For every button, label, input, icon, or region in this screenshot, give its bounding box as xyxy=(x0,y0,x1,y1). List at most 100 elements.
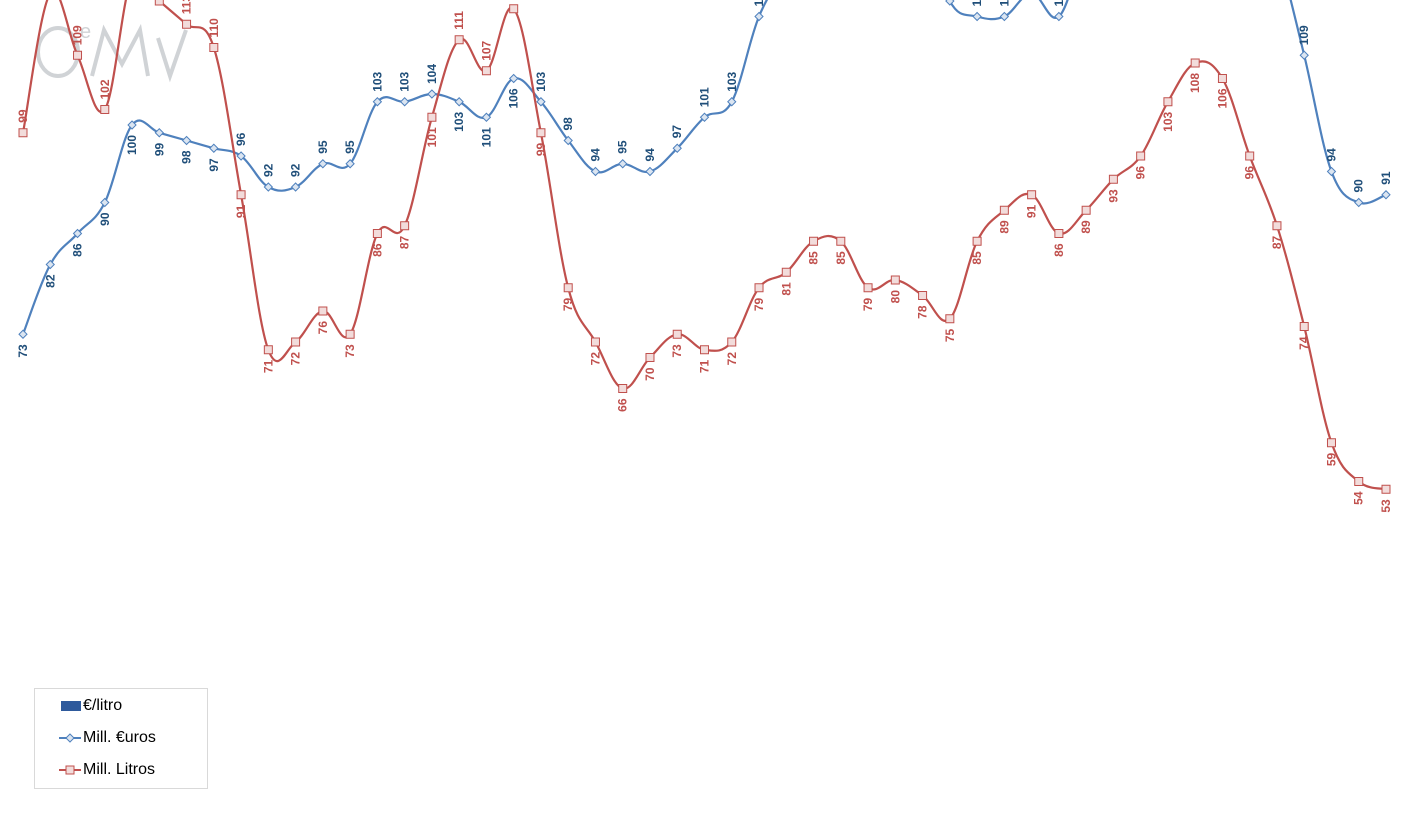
data-point xyxy=(890,275,900,285)
data-point xyxy=(863,283,873,293)
data-point xyxy=(1081,205,1091,215)
data-label: 103 xyxy=(1161,111,1175,131)
data-point xyxy=(509,4,519,14)
data-point xyxy=(1272,221,1282,231)
data-point xyxy=(1217,74,1227,83)
data-point xyxy=(972,11,982,22)
data-point xyxy=(73,50,83,60)
data-label: 94 xyxy=(589,148,603,162)
data-label: 89 xyxy=(1079,220,1093,234)
data-point xyxy=(1245,151,1255,161)
data-label: 97 xyxy=(207,158,221,172)
data-label: 71 xyxy=(698,359,712,373)
data-point xyxy=(508,73,519,84)
data-label: 98 xyxy=(561,117,575,131)
series-line-1 xyxy=(21,0,1387,335)
data-point xyxy=(1326,438,1336,448)
data-point xyxy=(672,329,682,339)
legend-label: Mill. Litros xyxy=(83,761,156,778)
data-label: 85 xyxy=(807,251,821,265)
data-point xyxy=(918,291,928,300)
data-point xyxy=(754,11,764,22)
data-point xyxy=(154,128,165,138)
data-point xyxy=(1027,190,1037,200)
data-label: 76 xyxy=(316,321,330,335)
data-point xyxy=(1299,50,1309,60)
data-label: 103 xyxy=(398,71,412,91)
data-label: 75 xyxy=(943,328,957,342)
data-point xyxy=(399,97,410,107)
data-point xyxy=(781,267,791,277)
data-label: 79 xyxy=(561,297,575,311)
data-label: 109 xyxy=(1297,25,1311,45)
data-point xyxy=(1381,484,1391,494)
data-label: 73 xyxy=(16,344,30,358)
data-label: 110 xyxy=(207,18,221,38)
data-label: 94 xyxy=(643,148,657,162)
data-label: 109 xyxy=(71,25,85,45)
data-label: 79 xyxy=(752,297,766,311)
legend-label: Mill. €uros xyxy=(83,729,156,746)
data-point xyxy=(645,353,655,362)
data-point xyxy=(700,345,709,355)
data-point xyxy=(454,97,464,107)
data-label: 72 xyxy=(589,352,603,366)
data-label: 96 xyxy=(1134,166,1148,180)
data-label: 82 xyxy=(43,274,57,288)
data-point xyxy=(290,182,301,192)
data-label: 95 xyxy=(616,140,630,154)
data-label: 106 xyxy=(507,88,521,108)
data-label: 92 xyxy=(289,163,303,177)
data-label: 72 xyxy=(725,352,739,366)
data-label: 71 xyxy=(261,359,275,373)
data-point xyxy=(945,0,955,6)
data-label: 106 xyxy=(1215,88,1229,108)
legend: €/litro Mill. €uros Mill. Litros xyxy=(34,688,208,789)
data-point xyxy=(1054,11,1064,22)
legend-item-mill-litros: Mill. Litros xyxy=(59,759,155,781)
data-label: 103 xyxy=(725,71,739,91)
data-label: 101 xyxy=(425,127,439,147)
data-label: 103 xyxy=(534,71,548,91)
data-point xyxy=(291,337,301,347)
data-point xyxy=(727,337,737,347)
data-point xyxy=(372,229,382,238)
data-label: 85 xyxy=(834,251,848,265)
data-point xyxy=(1136,151,1146,161)
data-point xyxy=(100,105,110,114)
data-point xyxy=(536,128,546,138)
data-label: 98 xyxy=(180,150,194,164)
data-label: 101 xyxy=(698,87,712,107)
data-label: 114 xyxy=(997,0,1011,7)
data-point xyxy=(481,112,492,122)
data-label: 114 xyxy=(1052,0,1066,7)
data-point xyxy=(645,166,655,177)
data-point xyxy=(154,0,164,6)
data-point xyxy=(590,166,601,177)
data-point xyxy=(209,143,219,153)
series-line-2 xyxy=(21,0,1387,491)
legend-label: €/litro xyxy=(83,697,123,714)
square-line-icon xyxy=(59,765,81,775)
data-point xyxy=(181,135,192,146)
data-point xyxy=(672,143,682,153)
data-label: 73 xyxy=(670,344,684,358)
data-point xyxy=(318,159,328,169)
data-point xyxy=(400,221,410,231)
legend-item-mill-euros: Mill. €uros xyxy=(59,727,156,749)
data-label: 78 xyxy=(916,305,930,319)
data-label: 111 xyxy=(452,11,466,30)
data-label: 103 xyxy=(370,71,384,91)
data-label: 59 xyxy=(1325,452,1339,466)
data-point xyxy=(372,97,383,107)
data-label: 90 xyxy=(98,212,112,226)
data-label: 99 xyxy=(16,109,30,123)
data-point xyxy=(263,182,274,192)
data-label: 53 xyxy=(1379,499,1393,513)
data-label: 107 xyxy=(479,40,493,60)
data-point xyxy=(345,329,355,339)
data-point xyxy=(427,112,437,122)
data-label: 92 xyxy=(261,163,275,177)
